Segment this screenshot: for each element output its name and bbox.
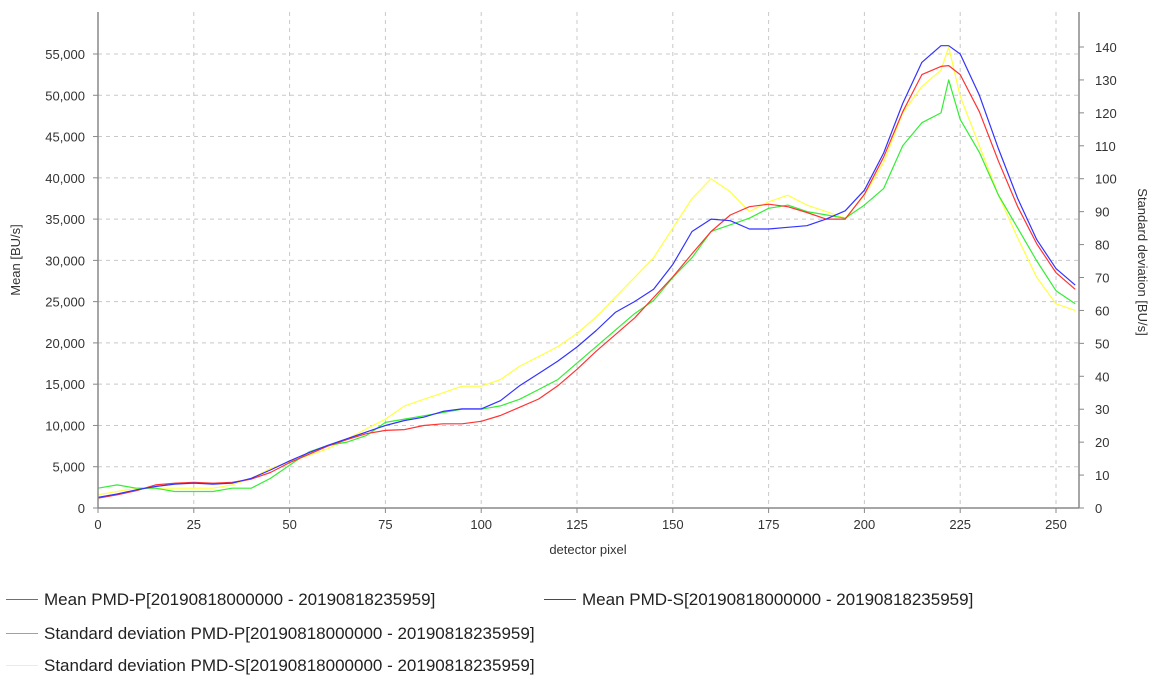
- x-tick-label: 150: [662, 517, 684, 532]
- series-line-std-pmd-s: [97, 46, 1076, 496]
- y-left-tick-label: 25,000: [45, 295, 85, 310]
- y-right-tick-label: 10: [1095, 468, 1109, 483]
- legend-item-std-pmd-s[interactable]: Standard deviation PMD-S[20190818000000 …: [6, 654, 535, 678]
- y-left-tick-label: 20,000: [45, 336, 85, 351]
- legend-swatch-mean-pmd-s: [544, 599, 576, 601]
- y-right-tick-label: 110: [1095, 139, 1116, 154]
- x-tick-label: 50: [282, 517, 296, 532]
- y-right-tick-label: 20: [1095, 435, 1109, 450]
- y-right-tick-label: 90: [1095, 205, 1109, 220]
- series-line-mean-pmd-s: [97, 45, 1076, 498]
- y-left-tick-label: 40,000: [45, 171, 85, 186]
- x-tick-label: 250: [1045, 517, 1067, 532]
- y-axis-right-title: Standard deviation [BU/s]: [1135, 188, 1150, 335]
- y-right-tick-label: 30: [1095, 402, 1109, 417]
- legend-label-mean-pmd-p: Mean PMD-P[20190818000000 - 201908182359…: [44, 590, 436, 609]
- y-right-tick-label: 130: [1095, 73, 1117, 88]
- legend-label-std-pmd-p: Standard deviation PMD-P[20190818000000 …: [44, 624, 535, 643]
- y-right-tick-label: 0: [1095, 501, 1102, 516]
- series-line-mean-pmd-p: [97, 64, 1076, 499]
- y-right-tick-label: 100: [1095, 172, 1117, 187]
- chart: 0 25 50 75 100 125 150 175 200 225 25005,00010,000…: [8, 12, 1150, 557]
- y-axis-left-title: Mean [BU/s]: [8, 224, 23, 296]
- x-tick-label: 200: [854, 517, 876, 532]
- y-left-tick-label: 15,000: [45, 377, 85, 392]
- y-left-tick-label: 45,000: [45, 130, 85, 145]
- x-tick-label: 125: [566, 517, 588, 532]
- legend-swatch-std-pmd-p: [6, 633, 38, 635]
- x-axis-title: detector pixel: [549, 542, 626, 557]
- y-left-tick-label: 0: [78, 501, 85, 516]
- series-lines: [97, 45, 1076, 499]
- y-right-tick-label: 40: [1095, 369, 1109, 384]
- x-tick-label: 100: [470, 517, 492, 532]
- legend-swatch-mean-pmd-p: [6, 599, 38, 601]
- legend-item-mean-pmd-s[interactable]: Mean PMD-S[20190818000000 - 201908182359…: [544, 588, 973, 612]
- x-tick-label: 225: [949, 517, 971, 532]
- y-right-tick-label: 140: [1095, 40, 1117, 55]
- y-right-tick-label: 60: [1095, 303, 1109, 318]
- y-right-tick-label: 80: [1095, 238, 1109, 253]
- x-tick-label: 25: [187, 517, 201, 532]
- grid: [98, 12, 1079, 508]
- y-left-tick-label: 30,000: [45, 253, 85, 268]
- y-left-tick-label: 35,000: [45, 212, 85, 227]
- legend-label-std-pmd-s: Standard deviation PMD-S[20190818000000 …: [44, 656, 535, 675]
- legend-item-std-pmd-p[interactable]: Standard deviation PMD-P[20190818000000 …: [6, 622, 535, 646]
- legend-swatch-std-pmd-s: [6, 665, 38, 667]
- y-right-tick-label: 70: [1095, 271, 1109, 286]
- y-left-tick-label: 5,000: [52, 460, 85, 475]
- series-line-std-pmd-p: [97, 79, 1076, 493]
- x-tick-label: 75: [378, 517, 392, 532]
- x-tick-label: 175: [758, 517, 780, 532]
- y-left-tick-label: 50,000: [45, 88, 85, 103]
- y-left-tick-label: 55,000: [45, 47, 85, 62]
- axes: 0 25 50 75 100 125 150 175 200 225 25005,00010,000…: [45, 12, 1117, 532]
- y-right-tick-label: 50: [1095, 336, 1109, 351]
- legend-label-mean-pmd-s: Mean PMD-S[20190818000000 - 201908182359…: [582, 590, 974, 609]
- y-right-tick-label: 120: [1095, 106, 1117, 121]
- legend-item-mean-pmd-p[interactable]: Mean PMD-P[20190818000000 - 201908182359…: [6, 588, 435, 612]
- x-tick-label: 0: [94, 517, 101, 532]
- y-left-tick-label: 10,000: [45, 418, 85, 433]
